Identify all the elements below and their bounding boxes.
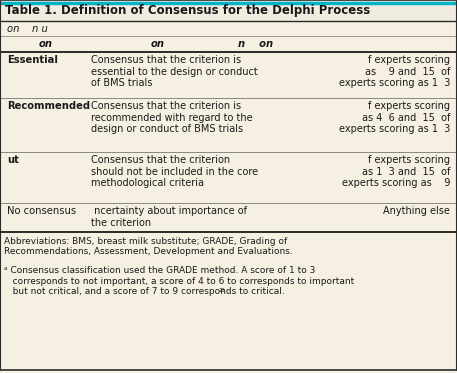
Text: Essential: Essential	[7, 55, 58, 65]
Text: corresponds to not important, a score of 4 to 6 to corresponds to important: corresponds to not important, a score of…	[4, 276, 354, 285]
Text: 20: 20	[219, 288, 226, 293]
Text: on: on	[39, 39, 53, 49]
Bar	[0, 21, 457, 232]
Text: on: on	[151, 39, 165, 49]
Text: Abbreviations: BMS, breast milk substitute; GRADE, Grading of
Recommendations, A: Abbreviations: BMS, breast milk substitu…	[4, 237, 293, 256]
Text: f experts scoring
as    9 and  15  of
experts scoring as 1  3: f experts scoring as 9 and 15 of experts…	[339, 55, 450, 88]
Text: f experts scoring
as 4  6 and  15  of
experts scoring as 1  3: f experts scoring as 4 6 and 15 of exper…	[339, 101, 450, 134]
Text: No consensus: No consensus	[7, 206, 76, 216]
Text: Consensus that the criterion
should not be included in the core
methodological c: Consensus that the criterion should not …	[91, 155, 258, 188]
Text: ncertainty about importance of
the criterion: ncertainty about importance of the crite…	[91, 206, 247, 228]
Bar	[0, 0, 457, 21]
Text: Table 1. Definition of Consensus for the Delphi Process: Table 1. Definition of Consensus for the…	[5, 4, 370, 17]
Text: Consensus that the criterion is
essential to the design or conduct
of BMS trials: Consensus that the criterion is essentia…	[91, 55, 258, 88]
Text: ut: ut	[7, 155, 19, 165]
Text: Anything else: Anything else	[383, 206, 450, 216]
Text: n    on: n on	[238, 39, 273, 49]
Text: Recommended: Recommended	[7, 101, 90, 111]
Text: on    n u: on n u	[7, 23, 48, 34]
Text: f experts scoring
as 1  3 and  15  of
experts scoring as    9: f experts scoring as 1 3 and 15 of exper…	[342, 155, 450, 188]
Text: ᵃ Consensus classification used the GRADE method. A score of 1 to 3: ᵃ Consensus classification used the GRAD…	[4, 266, 315, 275]
Text: but not critical, and a score of 7 to 9 corresponds to critical.: but not critical, and a score of 7 to 9 …	[4, 287, 285, 296]
Text: Consensus that the criterion is
recommended with regard to the
design or conduct: Consensus that the criterion is recommen…	[91, 101, 253, 134]
